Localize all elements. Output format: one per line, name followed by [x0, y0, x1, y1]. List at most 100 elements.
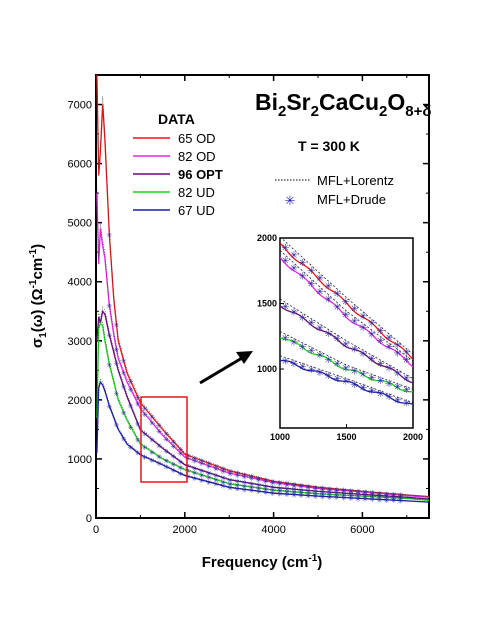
- drude-fit-marker: ✳: [369, 490, 375, 498]
- drude-fit-marker: ✳: [234, 485, 240, 493]
- inset-drude-marker: ✳: [324, 295, 332, 306]
- inset-drude-marker: ✳: [281, 256, 289, 267]
- drude-fit-marker: ✳: [121, 357, 127, 365]
- drude-fit-marker: ✳: [248, 487, 254, 495]
- inset-drude-marker: ✳: [333, 334, 341, 345]
- inset-drude-marker: ✳: [350, 304, 358, 315]
- drude-fit-marker: ✳: [135, 420, 141, 428]
- drude-fit-marker: ✳: [177, 450, 183, 458]
- drude-fit-marker: ✳: [113, 321, 119, 329]
- drude-fit-marker: ✳: [284, 491, 290, 499]
- drude-fit-marker: ✳: [348, 488, 354, 496]
- drude-fit-marker: ✳: [206, 463, 212, 471]
- y-tick-label: 7000: [68, 100, 92, 112]
- drude-fit-marker: ✳: [227, 481, 233, 489]
- drude-fit-marker: ✳: [284, 481, 290, 489]
- drude-fit-marker: ✳: [270, 484, 276, 492]
- lorentz-fit-line-96-opt: [96, 306, 429, 499]
- inset-drude-marker: ✳: [342, 297, 350, 308]
- drude-fit-marker: ✳: [199, 468, 205, 476]
- drude-fit-marker: ✳: [135, 400, 141, 408]
- drude-fit-marker: ✳: [128, 444, 134, 452]
- drude-fit-marker: ✳: [213, 481, 219, 489]
- legend-label: 82 OD: [178, 149, 216, 164]
- series-line-67-ud: [96, 380, 429, 503]
- y-tick-label: 1000: [68, 454, 92, 466]
- inset-lorentz-fit-line: [280, 355, 413, 404]
- drude-fit-marker: ✳: [135, 450, 141, 458]
- drude-fit-marker: ✳: [391, 492, 397, 500]
- inset-drude-marker: ✳: [385, 364, 393, 375]
- inset-series-line: [280, 242, 413, 360]
- inset-drude-marker: ✳: [281, 243, 289, 254]
- drude-fit-marker: ✳: [256, 476, 262, 484]
- inset-drude-marker: ✳: [316, 351, 324, 362]
- drude-fit-marker: ✳: [227, 468, 233, 476]
- inset-series-line: [280, 305, 413, 384]
- legend-title: DATA: [158, 111, 195, 127]
- inset-drude-marker: ✳: [307, 318, 315, 329]
- inset-drude-marker: ✳: [342, 377, 350, 388]
- legend-label: 65 OD: [178, 131, 216, 146]
- drude-fit-marker: ✳: [327, 491, 333, 499]
- drude-fit-marker: ✳: [341, 490, 347, 498]
- legend-label: 82 UD: [178, 185, 215, 200]
- inset-drude-marker: ✳: [394, 340, 402, 351]
- inset-drude-marker: ✳: [324, 371, 332, 382]
- drude-fit-marker: ✳: [284, 486, 290, 494]
- drude-fit-marker: ✳: [376, 490, 382, 498]
- drude-fit-marker: ✳: [355, 489, 361, 497]
- drude-fit-marker: ✳: [241, 473, 247, 481]
- drude-fit-marker: ✳: [298, 489, 304, 497]
- drude-fit-marker: ✳: [128, 403, 134, 411]
- drude-fit-marker: ✳: [398, 495, 404, 503]
- drude-fit-marker: ✳: [263, 486, 269, 494]
- drude-fit-marker: ✳: [220, 483, 226, 491]
- inset-drude-marker: ✳: [359, 383, 367, 394]
- drude-fit-marker: ✳: [383, 497, 389, 505]
- drude-fit-marker: ✳: [192, 470, 198, 478]
- drude-fit-marker: ✳: [305, 488, 311, 496]
- drude-fit-marker: ✳: [113, 390, 119, 398]
- inset-drude-marker: ✳: [316, 274, 324, 285]
- drude-fit-marker: ✳: [149, 420, 155, 428]
- drude-fit-marker: ✳: [291, 482, 297, 490]
- drude-fit-marker: ✳: [149, 437, 155, 445]
- drude-fit-marker: ✳: [234, 478, 240, 486]
- drude-fit-marker: ✳: [163, 430, 169, 438]
- y-tick-label: 3000: [68, 336, 92, 348]
- inset-drude-marker: ✳: [394, 368, 402, 379]
- zoom-arrow: [199, 356, 243, 385]
- drude-fit-marker: ✳: [341, 492, 347, 500]
- drude-fit-marker: ✳: [398, 498, 404, 506]
- drude-fit-marker: ✳: [312, 493, 318, 501]
- inset-drude-marker: ✳: [342, 340, 350, 351]
- inset-drude-marker: ✳: [298, 342, 306, 353]
- drude-fit-marker: ✳: [398, 492, 404, 500]
- drude-fit-marker: ✳: [277, 491, 283, 499]
- drude-fit-marker: ✳: [163, 436, 169, 444]
- drude-fit-marker: ✳: [305, 490, 311, 498]
- drude-fit-marker: ✳: [383, 494, 389, 502]
- chart-title: Bi2Sr2CaCu2O8+δ: [255, 89, 431, 120]
- inset-drude-marker: ✳: [307, 365, 315, 376]
- inset-drude-marker: ✳: [402, 373, 410, 384]
- inset-x-tick-label: 1500: [336, 432, 356, 442]
- series-line-65-od: [96, 75, 429, 498]
- drude-fit-marker: ✳: [334, 490, 340, 498]
- drude-fit-marker: ✳: [121, 435, 127, 443]
- drude-fit-marker: ✳: [270, 487, 276, 495]
- drude-fit-marker: ✳: [391, 495, 397, 503]
- drude-fit-marker: ✳: [149, 457, 155, 465]
- drude-fit-marker: ✳: [277, 488, 283, 496]
- inset-drude-marker: ✳: [368, 373, 376, 384]
- inset-drude-marker: ✳: [385, 342, 393, 353]
- drude-fit-marker: ✳: [192, 455, 198, 463]
- drude-fit-marker: ✳: [170, 453, 176, 461]
- y-tick-label: 2000: [68, 395, 92, 407]
- inset-drude-marker: ✳: [376, 336, 384, 347]
- drude-fit-marker: ✳: [234, 472, 240, 480]
- drude-fit-marker: ✳: [156, 454, 162, 462]
- inset-drude-marker: ✳: [402, 348, 410, 359]
- drude-fit-marker: ✳: [220, 479, 226, 487]
